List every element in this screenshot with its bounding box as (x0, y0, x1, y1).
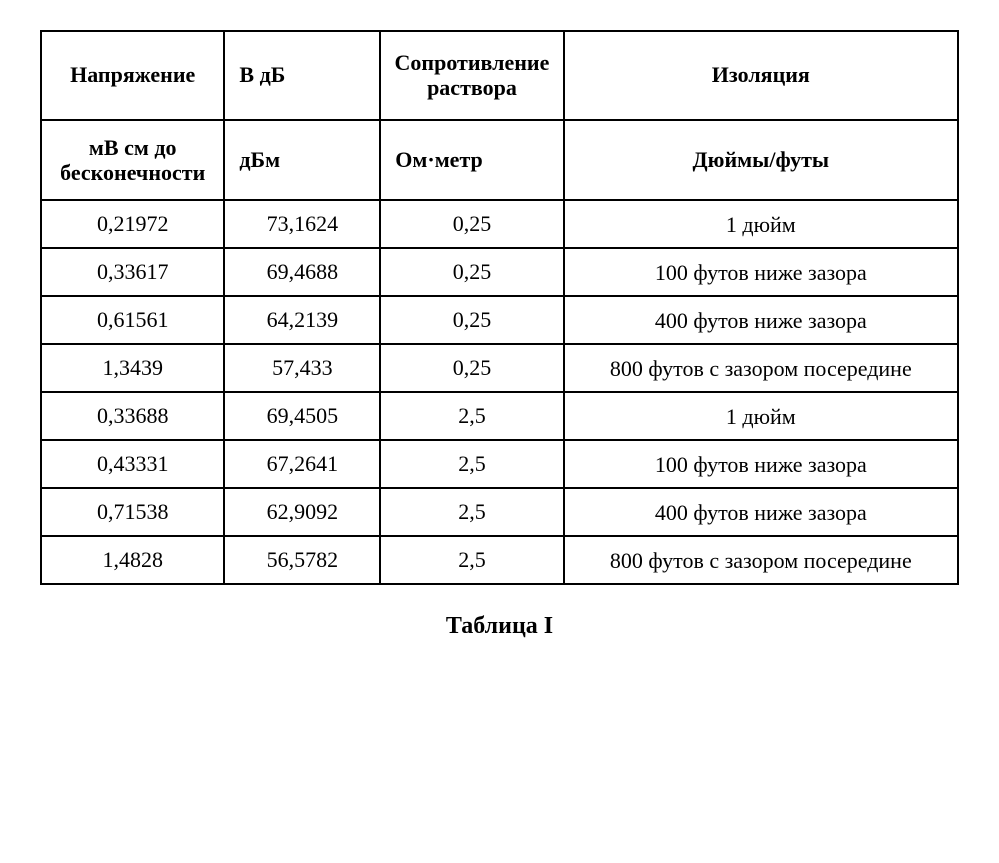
cell-voltage: 0,43331 (41, 440, 224, 488)
cell-voltage: 1,4828 (41, 536, 224, 584)
cell-db: 73,1624 (224, 200, 380, 248)
cell-isolation: 400 футов ниже зазора (564, 488, 958, 536)
cell-voltage: 0,33688 (41, 392, 224, 440)
cell-resistance: 2,5 (380, 488, 563, 536)
header-db: В дБ (224, 31, 380, 120)
cell-resistance: 2,5 (380, 440, 563, 488)
cell-db: 69,4505 (224, 392, 380, 440)
cell-db: 69,4688 (224, 248, 380, 296)
table-row: 0,33688 69,4505 2,5 1 дюйм (41, 392, 958, 440)
cell-isolation: 800 футов с зазором посередине (564, 536, 958, 584)
cell-resistance: 0,25 (380, 344, 563, 392)
table-subheader-row: мВ см до бесконечности дБм Ом·метр Дюймы… (41, 120, 958, 201)
table-caption: Таблица I (40, 613, 959, 640)
cell-isolation: 100 футов ниже зазора (564, 440, 958, 488)
cell-voltage: 0,61561 (41, 296, 224, 344)
cell-voltage: 1,3439 (41, 344, 224, 392)
table-row: 1,4828 56,5782 2,5 800 футов с зазором п… (41, 536, 958, 584)
table-row: 0,61561 64,2139 0,25 400 футов ниже зазо… (41, 296, 958, 344)
data-table: Напряжение В дБ Сопротивление раствора И… (40, 30, 959, 585)
cell-db: 64,2139 (224, 296, 380, 344)
table-row: 0,21972 73,1624 0,25 1 дюйм (41, 200, 958, 248)
table-row: 0,43331 67,2641 2,5 100 футов ниже зазор… (41, 440, 958, 488)
cell-resistance: 0,25 (380, 248, 563, 296)
table-row: 0,71538 62,9092 2,5 400 футов ниже зазор… (41, 488, 958, 536)
subheader-isolation-unit: Дюймы/футы (564, 120, 958, 201)
table-row: 0,33617 69,4688 0,25 100 футов ниже зазо… (41, 248, 958, 296)
cell-voltage: 0,21972 (41, 200, 224, 248)
table-row: 1,3439 57,433 0,25 800 футов с зазором п… (41, 344, 958, 392)
header-voltage: Напряжение (41, 31, 224, 120)
cell-voltage: 0,71538 (41, 488, 224, 536)
cell-voltage: 0,33617 (41, 248, 224, 296)
subheader-resistance-unit: Ом·метр (380, 120, 563, 201)
cell-resistance: 2,5 (380, 536, 563, 584)
cell-db: 62,9092 (224, 488, 380, 536)
cell-isolation: 1 дюйм (564, 200, 958, 248)
subheader-voltage-unit: мВ см до бесконечности (41, 120, 224, 201)
subheader-db-unit: дБм (224, 120, 380, 201)
header-isolation: Изоляция (564, 31, 958, 120)
table-body: 0,21972 73,1624 0,25 1 дюйм 0,33617 69,4… (41, 200, 958, 584)
cell-isolation: 800 футов с зазором посередине (564, 344, 958, 392)
cell-db: 57,433 (224, 344, 380, 392)
cell-isolation: 1 дюйм (564, 392, 958, 440)
cell-resistance: 0,25 (380, 200, 563, 248)
cell-isolation: 400 футов ниже зазора (564, 296, 958, 344)
header-resistance: Сопротивление раствора (380, 31, 563, 120)
cell-db: 67,2641 (224, 440, 380, 488)
table-header-row: Напряжение В дБ Сопротивление раствора И… (41, 31, 958, 120)
cell-db: 56,5782 (224, 536, 380, 584)
cell-resistance: 2,5 (380, 392, 563, 440)
cell-resistance: 0,25 (380, 296, 563, 344)
cell-isolation: 100 футов ниже зазора (564, 248, 958, 296)
